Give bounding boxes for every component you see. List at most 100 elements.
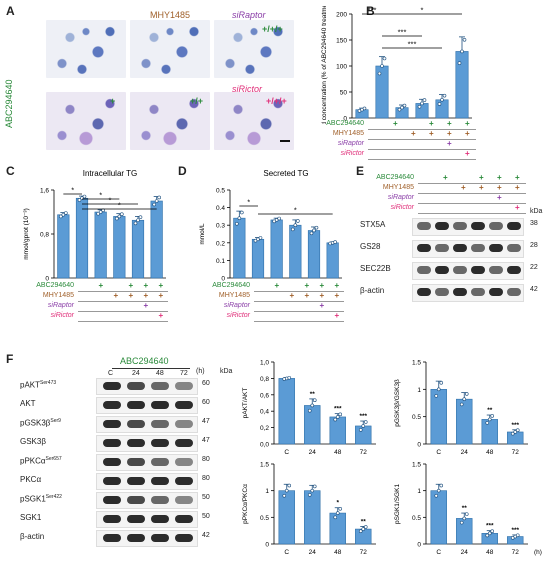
B-bar	[435, 99, 449, 119]
B-ytick-label: 0	[343, 116, 347, 123]
blot-f-protein-label: GSK3β	[20, 437, 46, 446]
blot-f-protein-label: AKT	[20, 399, 36, 408]
B-point	[397, 107, 402, 112]
B-point	[462, 37, 467, 42]
F1-xtick-label: 48	[334, 449, 342, 456]
F2-ytick-label: 1.5	[412, 360, 421, 367]
blot-band	[507, 244, 521, 252]
micrograph-control	[46, 20, 126, 78]
F1-bar	[329, 416, 346, 445]
blot-e-row	[412, 240, 524, 258]
chart-f-pgsk3b: 0 0.5 1 1.5 pGSK3β/GSK3β C 24 48 ** 72 ***	[394, 360, 528, 456]
treatment-mark: +	[304, 291, 310, 300]
C-bar	[75, 197, 89, 279]
blot-band	[103, 439, 121, 447]
blot-f-protein-label: β-actin	[20, 532, 45, 541]
D-point	[309, 231, 314, 236]
F2-ylabel: pGSK3β/GSK3β	[394, 379, 401, 427]
F2-point	[464, 392, 469, 396]
micrograph-abc	[46, 92, 126, 150]
blot-band	[453, 222, 467, 230]
treatment-mark: +	[128, 281, 134, 290]
blot-f-lane-label: 24	[132, 370, 140, 377]
panel-letter-a: A	[6, 4, 15, 18]
blot-band	[103, 382, 121, 390]
blot-e-protein-label: SEC22B	[360, 264, 391, 273]
F2-bar	[481, 419, 498, 445]
blot-f-protein-label: pPKCαSer657	[20, 456, 62, 466]
blot-f-lane-label: 72	[180, 370, 188, 377]
f-kda-label: kDa	[220, 368, 233, 375]
F2-point	[434, 394, 439, 398]
C-title: Intracellular TG	[83, 169, 138, 178]
F4-point	[462, 516, 467, 521]
C-point	[77, 198, 82, 202]
D-bar	[289, 224, 302, 279]
treatment-mark: +	[158, 281, 164, 290]
B-point	[417, 104, 422, 109]
table-divider	[78, 301, 168, 302]
C-point	[120, 212, 124, 217]
F1-point	[333, 417, 338, 422]
blot-band	[435, 222, 449, 230]
blot-band	[489, 222, 503, 230]
blot-f-lane-label: 48	[156, 370, 164, 377]
treatment-mark: +	[304, 281, 310, 290]
D-point	[293, 223, 298, 228]
B-point	[402, 103, 407, 108]
blot-band	[127, 401, 145, 409]
blot-e-protein-label: STX5A	[360, 220, 386, 229]
C-ytick-label: 1,6	[40, 188, 49, 195]
table-divider	[254, 291, 344, 292]
blot-band	[175, 477, 193, 485]
F4-point	[459, 520, 464, 525]
table-divider	[78, 321, 168, 322]
F3-point	[338, 506, 343, 511]
F2-point	[515, 428, 520, 433]
treatment-mark: +	[447, 119, 452, 128]
F4-point	[439, 483, 444, 488]
B-sig-label: ***	[408, 40, 417, 49]
F2-star: **	[487, 407, 493, 414]
F4-ytick-label: 0.5	[412, 515, 421, 522]
C-bar	[94, 211, 107, 279]
blot-band	[151, 401, 169, 409]
F3-point	[361, 527, 366, 531]
blot-f-row	[96, 492, 198, 509]
F4-point	[434, 493, 439, 498]
blot-band	[471, 244, 485, 252]
B-bar	[415, 103, 429, 119]
F4-xtick-label: 24	[461, 549, 469, 556]
B-bar	[455, 51, 469, 119]
F1-star: ***	[359, 413, 367, 420]
blot-f-kda: 47	[202, 437, 210, 444]
label-mhy1485: MHY1485	[150, 10, 191, 20]
D-ytick-label: 0.2	[216, 240, 225, 247]
F1-xtick-label: 72	[360, 449, 368, 456]
B-point	[420, 101, 424, 106]
treatment-mark: +	[274, 281, 280, 290]
D-bar	[307, 230, 321, 279]
B-point	[460, 49, 464, 54]
B-sig-label: *	[421, 6, 424, 15]
C-point	[157, 195, 161, 200]
blot-band	[175, 401, 193, 409]
D-ytick-label: 0.5	[216, 188, 225, 195]
B-point	[400, 105, 404, 110]
blot-band	[507, 222, 521, 230]
panel-letter-f: F	[6, 352, 14, 366]
table-divider	[418, 203, 526, 204]
F1-star: **	[310, 391, 316, 398]
B-point	[457, 61, 462, 65]
treatment-mark: +	[461, 183, 466, 192]
f-unit-label: (h)	[196, 368, 205, 375]
F2-point	[439, 380, 444, 385]
blot-band	[435, 288, 449, 296]
F2-star: ***	[511, 422, 519, 429]
micrograph-mhy1485	[130, 20, 210, 78]
treatment-mark: +	[497, 183, 502, 192]
table-divider	[78, 291, 168, 292]
C-point	[64, 211, 68, 215]
blot-band	[489, 288, 503, 296]
F4-point	[485, 533, 490, 538]
